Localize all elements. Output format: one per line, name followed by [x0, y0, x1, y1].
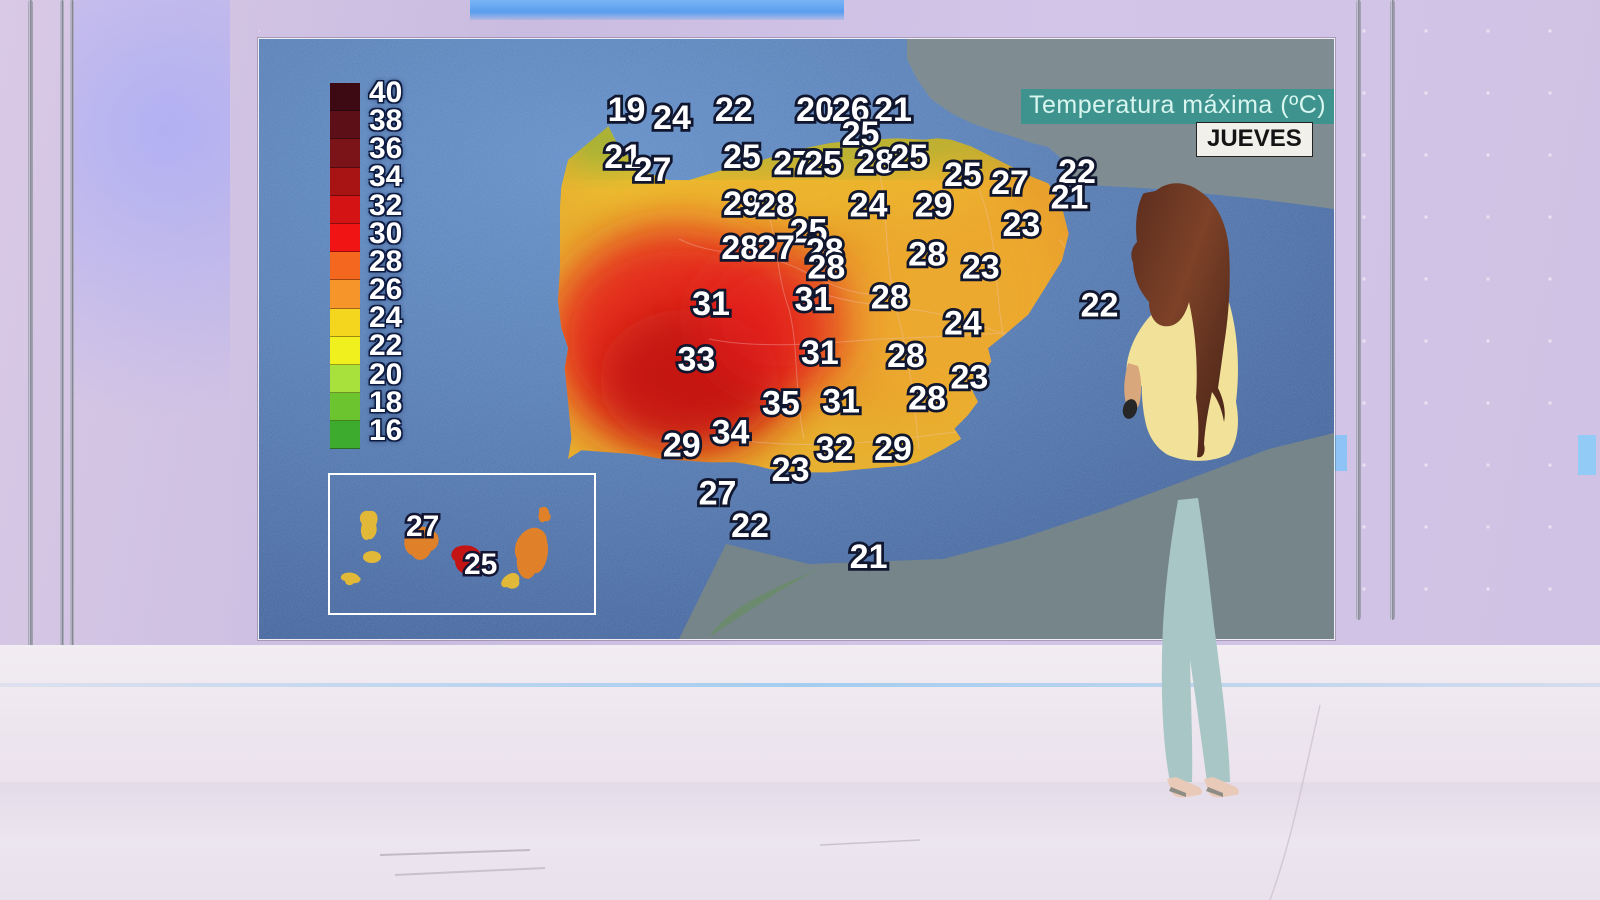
svg-text:20: 20: [796, 91, 834, 129]
svg-text:28: 28: [871, 279, 909, 317]
svg-text:24: 24: [653, 99, 691, 137]
svg-text:29: 29: [874, 430, 912, 468]
svg-text:34: 34: [712, 413, 750, 451]
svg-text:24: 24: [850, 187, 888, 225]
svg-text:23: 23: [772, 451, 810, 489]
svg-text:22: 22: [715, 91, 753, 129]
svg-text:28: 28: [908, 235, 946, 273]
svg-text:28: 28: [908, 379, 946, 417]
svg-text:29: 29: [723, 185, 761, 223]
svg-text:28: 28: [721, 229, 759, 267]
svg-text:28: 28: [856, 143, 894, 181]
svg-text:32: 32: [816, 430, 854, 468]
svg-text:28: 28: [887, 337, 925, 375]
svg-text:25: 25: [890, 138, 928, 176]
svg-text:22: 22: [731, 507, 769, 545]
svg-text:23: 23: [1002, 206, 1040, 244]
svg-text:25: 25: [464, 548, 497, 581]
svg-text:29: 29: [663, 426, 701, 464]
svg-text:27: 27: [406, 510, 439, 543]
svg-text:35: 35: [762, 384, 800, 422]
svg-text:31: 31: [822, 383, 860, 421]
svg-text:27: 27: [634, 151, 672, 189]
svg-text:21: 21: [850, 538, 888, 576]
svg-text:27: 27: [757, 229, 795, 267]
svg-text:33: 33: [677, 340, 715, 378]
svg-text:19: 19: [608, 91, 646, 129]
svg-text:23: 23: [950, 358, 988, 396]
svg-text:24: 24: [944, 305, 982, 343]
svg-text:23: 23: [962, 248, 1000, 286]
svg-text:31: 31: [801, 334, 839, 372]
svg-text:21: 21: [1051, 178, 1089, 216]
svg-text:25: 25: [804, 144, 842, 182]
svg-text:21: 21: [874, 91, 912, 129]
svg-text:29: 29: [915, 187, 953, 225]
svg-text:22: 22: [1081, 286, 1119, 324]
svg-text:31: 31: [692, 285, 730, 323]
svg-text:27: 27: [991, 164, 1029, 202]
svg-text:25: 25: [723, 138, 761, 176]
svg-text:31: 31: [794, 280, 832, 318]
